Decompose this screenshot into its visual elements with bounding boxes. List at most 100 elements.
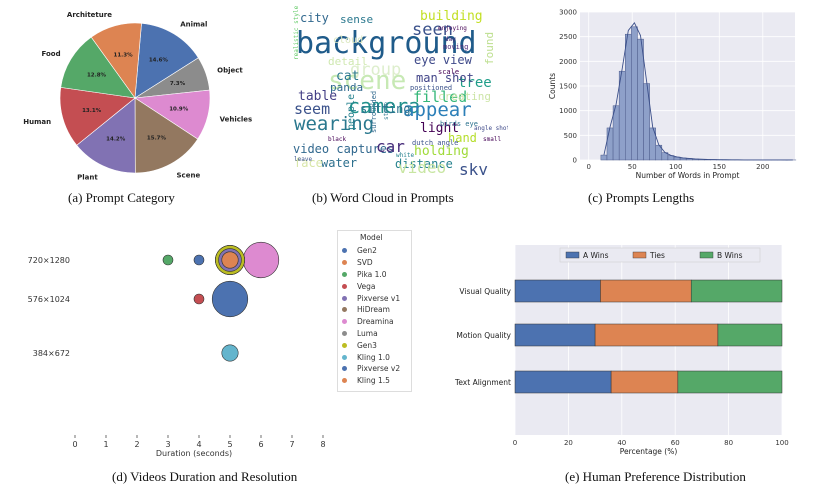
legend-item-vega: Vega (338, 280, 411, 292)
pie-slice-plant (76, 97, 136, 174)
category-label: Visual Quality (459, 287, 511, 296)
x-tick-label: 6 (258, 440, 263, 449)
caption-d: (d) Videos Duration and Resolution (112, 469, 298, 484)
legend-item-hidream: HiDream (338, 304, 411, 316)
pie-value-label: 11.3% (114, 53, 134, 59)
legend-swatch-a-wins (565, 251, 580, 259)
legend-item-gen2: Gen2 (338, 245, 411, 257)
pie-slice-architeture (90, 22, 142, 99)
bar-text-alignment-ties (610, 370, 679, 394)
bar-visual-quality-ties (600, 279, 692, 303)
y-tick-label: 1500 (559, 83, 577, 91)
word-city: city (300, 11, 329, 25)
x-tick-label: 200 (756, 163, 769, 171)
legend-marker (342, 248, 347, 254)
pie-slice-animal (134, 22, 199, 99)
legend-marker (342, 319, 347, 325)
word-building: building (420, 9, 483, 24)
x-axis-label: Number of Words in Prompt (636, 171, 740, 180)
legend-label: HiDream (357, 305, 390, 315)
word-appear: appear (403, 99, 472, 121)
word-distance: distance (395, 157, 453, 171)
x-tick-label: 20 (564, 439, 573, 447)
x-axis-label: Percentage (%) (620, 447, 678, 456)
bar-text-alignment-a-wins (514, 370, 612, 394)
pie-value-label: 14.2% (106, 137, 126, 143)
hist-bar (625, 33, 632, 161)
hist-bar (618, 70, 626, 161)
legend-label: Dreamina (357, 317, 394, 327)
x-tick-label: 3 (165, 440, 170, 449)
kde-curve (603, 21, 793, 161)
bar-motion-quality-ties (594, 323, 719, 347)
pie-category-label: Architeture (67, 11, 112, 19)
y-tick-label: 1000 (559, 107, 577, 115)
caption-b: (b) Word Cloud in Prompts (312, 190, 454, 205)
word-video-captures: video captures (293, 142, 394, 156)
word-tree: tree (458, 75, 492, 91)
word-sitting: sitting (360, 102, 411, 116)
word-water: water (321, 156, 357, 170)
pie-value-label: 10.9% (169, 107, 189, 113)
word-surrounded: surrounded (370, 91, 378, 133)
legend-label: Kling 1.5 (357, 376, 390, 386)
legend-marker (342, 271, 347, 277)
x-tick-label: 60 (671, 439, 680, 447)
y-tick-label: 0 (573, 157, 577, 165)
word-white: white (396, 152, 414, 159)
legend-item-luma: Luma (338, 328, 411, 340)
y-tick-label: 500 (564, 132, 577, 140)
stacked-bar-human-preference: 0 20 40 60 80 100 Percentage (%) Visual Quality… (454, 245, 789, 456)
x-tick-label: 0 (72, 440, 77, 449)
word-dutch-angle: dutch angle (412, 139, 458, 147)
word-man-shot: man shot (416, 71, 474, 85)
legend-item-dreamina: Dreamina (338, 316, 411, 328)
bar-legend-box (559, 247, 761, 263)
word-small: small (483, 136, 501, 143)
x-tick-label: 80 (724, 439, 733, 447)
pie-category-label: Human (23, 118, 51, 126)
pie-value-label: 7.3% (170, 81, 186, 87)
hist-bar (631, 26, 638, 161)
x-tick-label: 2 (134, 440, 139, 449)
x-tick-label: 8 (320, 440, 325, 449)
legend-item-gen3: Gen3 (338, 339, 411, 351)
word-enjoying: enjoying (438, 25, 467, 32)
legend-item-kling-1-0: Kling 1.0 (338, 351, 411, 363)
legend-item-kling-1-5: Kling 1.5 (338, 375, 411, 387)
bar-visual-quality-b-wins (690, 279, 783, 303)
scatter-duration-resolution: 0 1 2 3 4 5 6 7 8 720×1280 576×1024 384×672 Duration… (28, 241, 326, 458)
hist-bar (606, 127, 614, 161)
legend-label: Pixverse v2 (357, 364, 401, 374)
pie-category-label: Scene (177, 171, 201, 179)
legend-label: Kling 1.0 (357, 352, 390, 362)
legend-item-pika-1-0: Pika 1.0 (338, 269, 411, 281)
legend-label: SVD (357, 258, 373, 268)
pie-chart-prompt-category: 14.6% Animal 7.3% Object 10.9% Vehicles 15.7% S… (23, 11, 252, 182)
word-video: video (398, 158, 446, 175)
y-tick-label: 2500 (559, 33, 577, 41)
word-sky: sky (459, 160, 488, 175)
word-leave: leave (294, 156, 312, 163)
word-realistic-style: realistic style (293, 5, 300, 60)
legend-label: Luma (357, 328, 378, 338)
legend-label-a-wins: A Wins (583, 251, 609, 260)
word-seem: seem (294, 100, 330, 118)
word-panda: panda (330, 81, 363, 94)
word-holding: holding (414, 144, 469, 159)
word-creating: creating (438, 90, 491, 103)
word-light: light (420, 121, 459, 136)
legend-item-pixverse-v1: Pixverse v1 (338, 292, 411, 304)
word-background: background (296, 26, 477, 61)
legend-label: Pika 1.0 (357, 269, 387, 279)
x-tick-label: 7 (289, 440, 294, 449)
pie-value-label: 15.7% (147, 136, 167, 142)
word-cat: cat (336, 69, 359, 84)
word-people: people (346, 94, 357, 130)
word-filled: filled (413, 88, 467, 106)
legend-marker (342, 354, 347, 360)
word-positioned: positioned (410, 84, 452, 92)
legend-swatch-ties (632, 251, 647, 259)
histogram-prompt-lengths: 0 500 1000 1500 2000 2500 3000 0 50 100 150 200 Numb… (548, 9, 797, 180)
word-detail: detail (328, 55, 368, 68)
